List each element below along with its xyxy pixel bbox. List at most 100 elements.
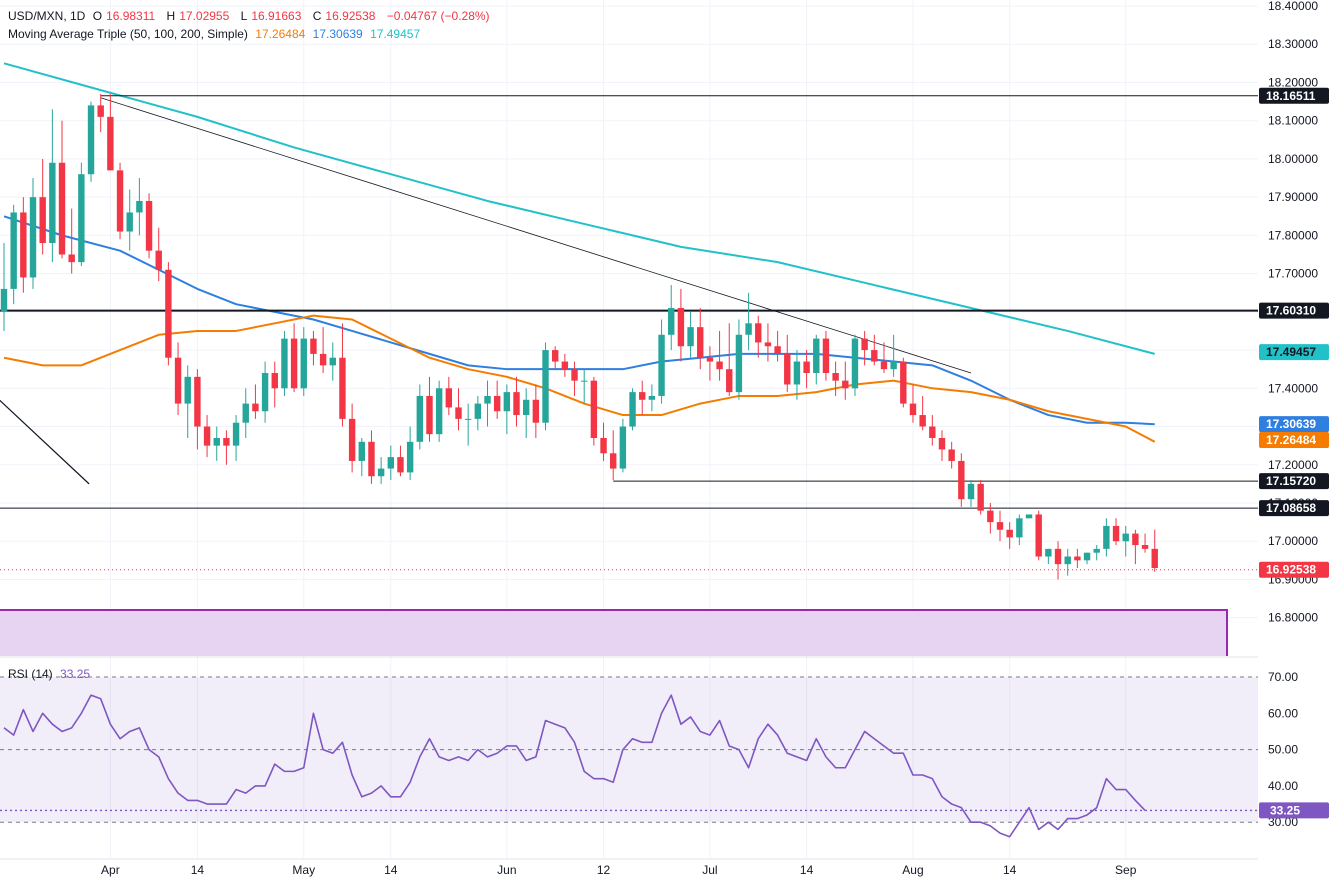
candle-up — [474, 403, 482, 419]
candle-up — [329, 357, 336, 366]
candle-up — [0, 288, 8, 312]
rsi-tick-label: 50.00 — [1268, 743, 1298, 757]
ma200-value: 17.49457 — [370, 27, 421, 41]
symbol-label[interactable]: USD/MXN, 1D — [8, 9, 86, 23]
price-tick-label: 16.80000 — [1268, 611, 1318, 625]
candlesticks — [0, 93, 1158, 580]
candle-down — [987, 510, 994, 523]
candle-down — [310, 338, 317, 354]
candle-down — [774, 346, 781, 354]
candle-up — [668, 308, 675, 335]
candle-down — [348, 418, 356, 461]
trendline — [100, 97, 972, 374]
time-tick-label: Apr — [101, 863, 120, 877]
candle-down — [145, 200, 153, 251]
candle-up — [184, 376, 191, 404]
candle-up — [435, 388, 443, 435]
candle-down — [755, 323, 762, 343]
candle-down — [1141, 545, 1149, 549]
price-tick-label: 18.30000 — [1268, 37, 1318, 51]
candle-down — [203, 426, 211, 446]
time-tick-label: Aug — [902, 863, 923, 877]
candle-up — [281, 338, 288, 389]
candle-down — [716, 361, 723, 370]
candle-down — [706, 357, 714, 362]
candle-up — [503, 392, 511, 412]
candle-up — [658, 334, 665, 396]
price-tick-label: 17.00000 — [1268, 534, 1318, 548]
candle-down — [842, 380, 849, 389]
level-badge — [1259, 500, 1329, 517]
candle-down — [909, 403, 917, 416]
change-value: −0.04767 (−0.28%) — [386, 9, 490, 23]
candle-up — [358, 441, 365, 461]
price-tick-label: 17.20000 — [1268, 458, 1318, 472]
candle-down — [948, 449, 955, 461]
candle-up — [377, 468, 385, 477]
level-badge — [1259, 302, 1329, 319]
candle-up — [1064, 556, 1071, 565]
candle-down — [590, 380, 598, 438]
open-value: 16.98311 — [106, 9, 156, 23]
candle-down — [165, 269, 172, 358]
candle-down — [1074, 556, 1081, 561]
candle-down — [493, 395, 501, 412]
close-label: C — [312, 9, 322, 23]
high-value: 17.02955 — [179, 9, 230, 23]
rsi-badge — [1259, 802, 1329, 819]
candle-up — [629, 392, 636, 427]
candle-up — [10, 212, 17, 289]
rsi-tick-label: 30.00 — [1268, 815, 1298, 829]
candle-down — [977, 483, 984, 511]
candle-up — [484, 395, 491, 404]
candle-down — [290, 338, 298, 389]
candle-down — [764, 342, 772, 347]
candle-down — [1132, 533, 1139, 546]
time-tick-label: 14 — [191, 863, 205, 877]
candle-down — [1035, 514, 1042, 557]
candle-up — [136, 200, 143, 213]
candle-up — [387, 457, 394, 469]
candle-up — [967, 483, 975, 500]
candle-down — [929, 426, 936, 438]
rsi-pane — [0, 676, 1258, 838]
candle-down — [1006, 529, 1013, 538]
ma50-value: 17.26484 — [255, 27, 306, 41]
high-label: H — [166, 9, 176, 23]
candle-down — [532, 399, 540, 423]
support-zone — [0, 609, 1228, 656]
candle-down — [194, 376, 201, 427]
candle-down — [610, 453, 617, 469]
candle-down — [938, 437, 946, 450]
candle-down — [252, 403, 259, 412]
rsi-tick-label: 40.00 — [1268, 779, 1298, 793]
ma100-line — [3, 215, 1155, 426]
candle-up — [126, 212, 133, 232]
candle-down — [561, 361, 569, 370]
candle-down — [900, 361, 907, 404]
candle-down — [271, 373, 278, 389]
open-label: O — [92, 9, 103, 23]
candle-up — [793, 361, 801, 385]
ohlc-legend: USD/MXN, 1D O 16.98311 H 17.02955 L 16.9166… — [8, 9, 494, 23]
level-badge-label: 17.15720 — [1266, 474, 1316, 488]
rsi-title[interactable]: RSI (14) — [8, 667, 53, 681]
candle-down — [68, 254, 75, 263]
ma-indicator-title[interactable]: Moving Average Triple (50, 100, 200, Sim… — [8, 27, 248, 41]
candle-up — [300, 338, 307, 389]
candle-down — [1054, 548, 1062, 565]
candle-down — [571, 369, 578, 381]
candle-down — [58, 162, 66, 255]
candle-down — [397, 457, 404, 473]
candle-up — [49, 162, 56, 244]
level-badge — [1259, 473, 1329, 490]
price-badge — [1259, 416, 1329, 433]
candle-up — [87, 105, 95, 175]
candle-up — [648, 395, 656, 400]
candle-down — [319, 353, 327, 366]
candle-up — [242, 403, 249, 423]
candle-down — [919, 415, 926, 427]
support-zone-border — [0, 609, 1228, 656]
candle-up — [213, 437, 220, 446]
